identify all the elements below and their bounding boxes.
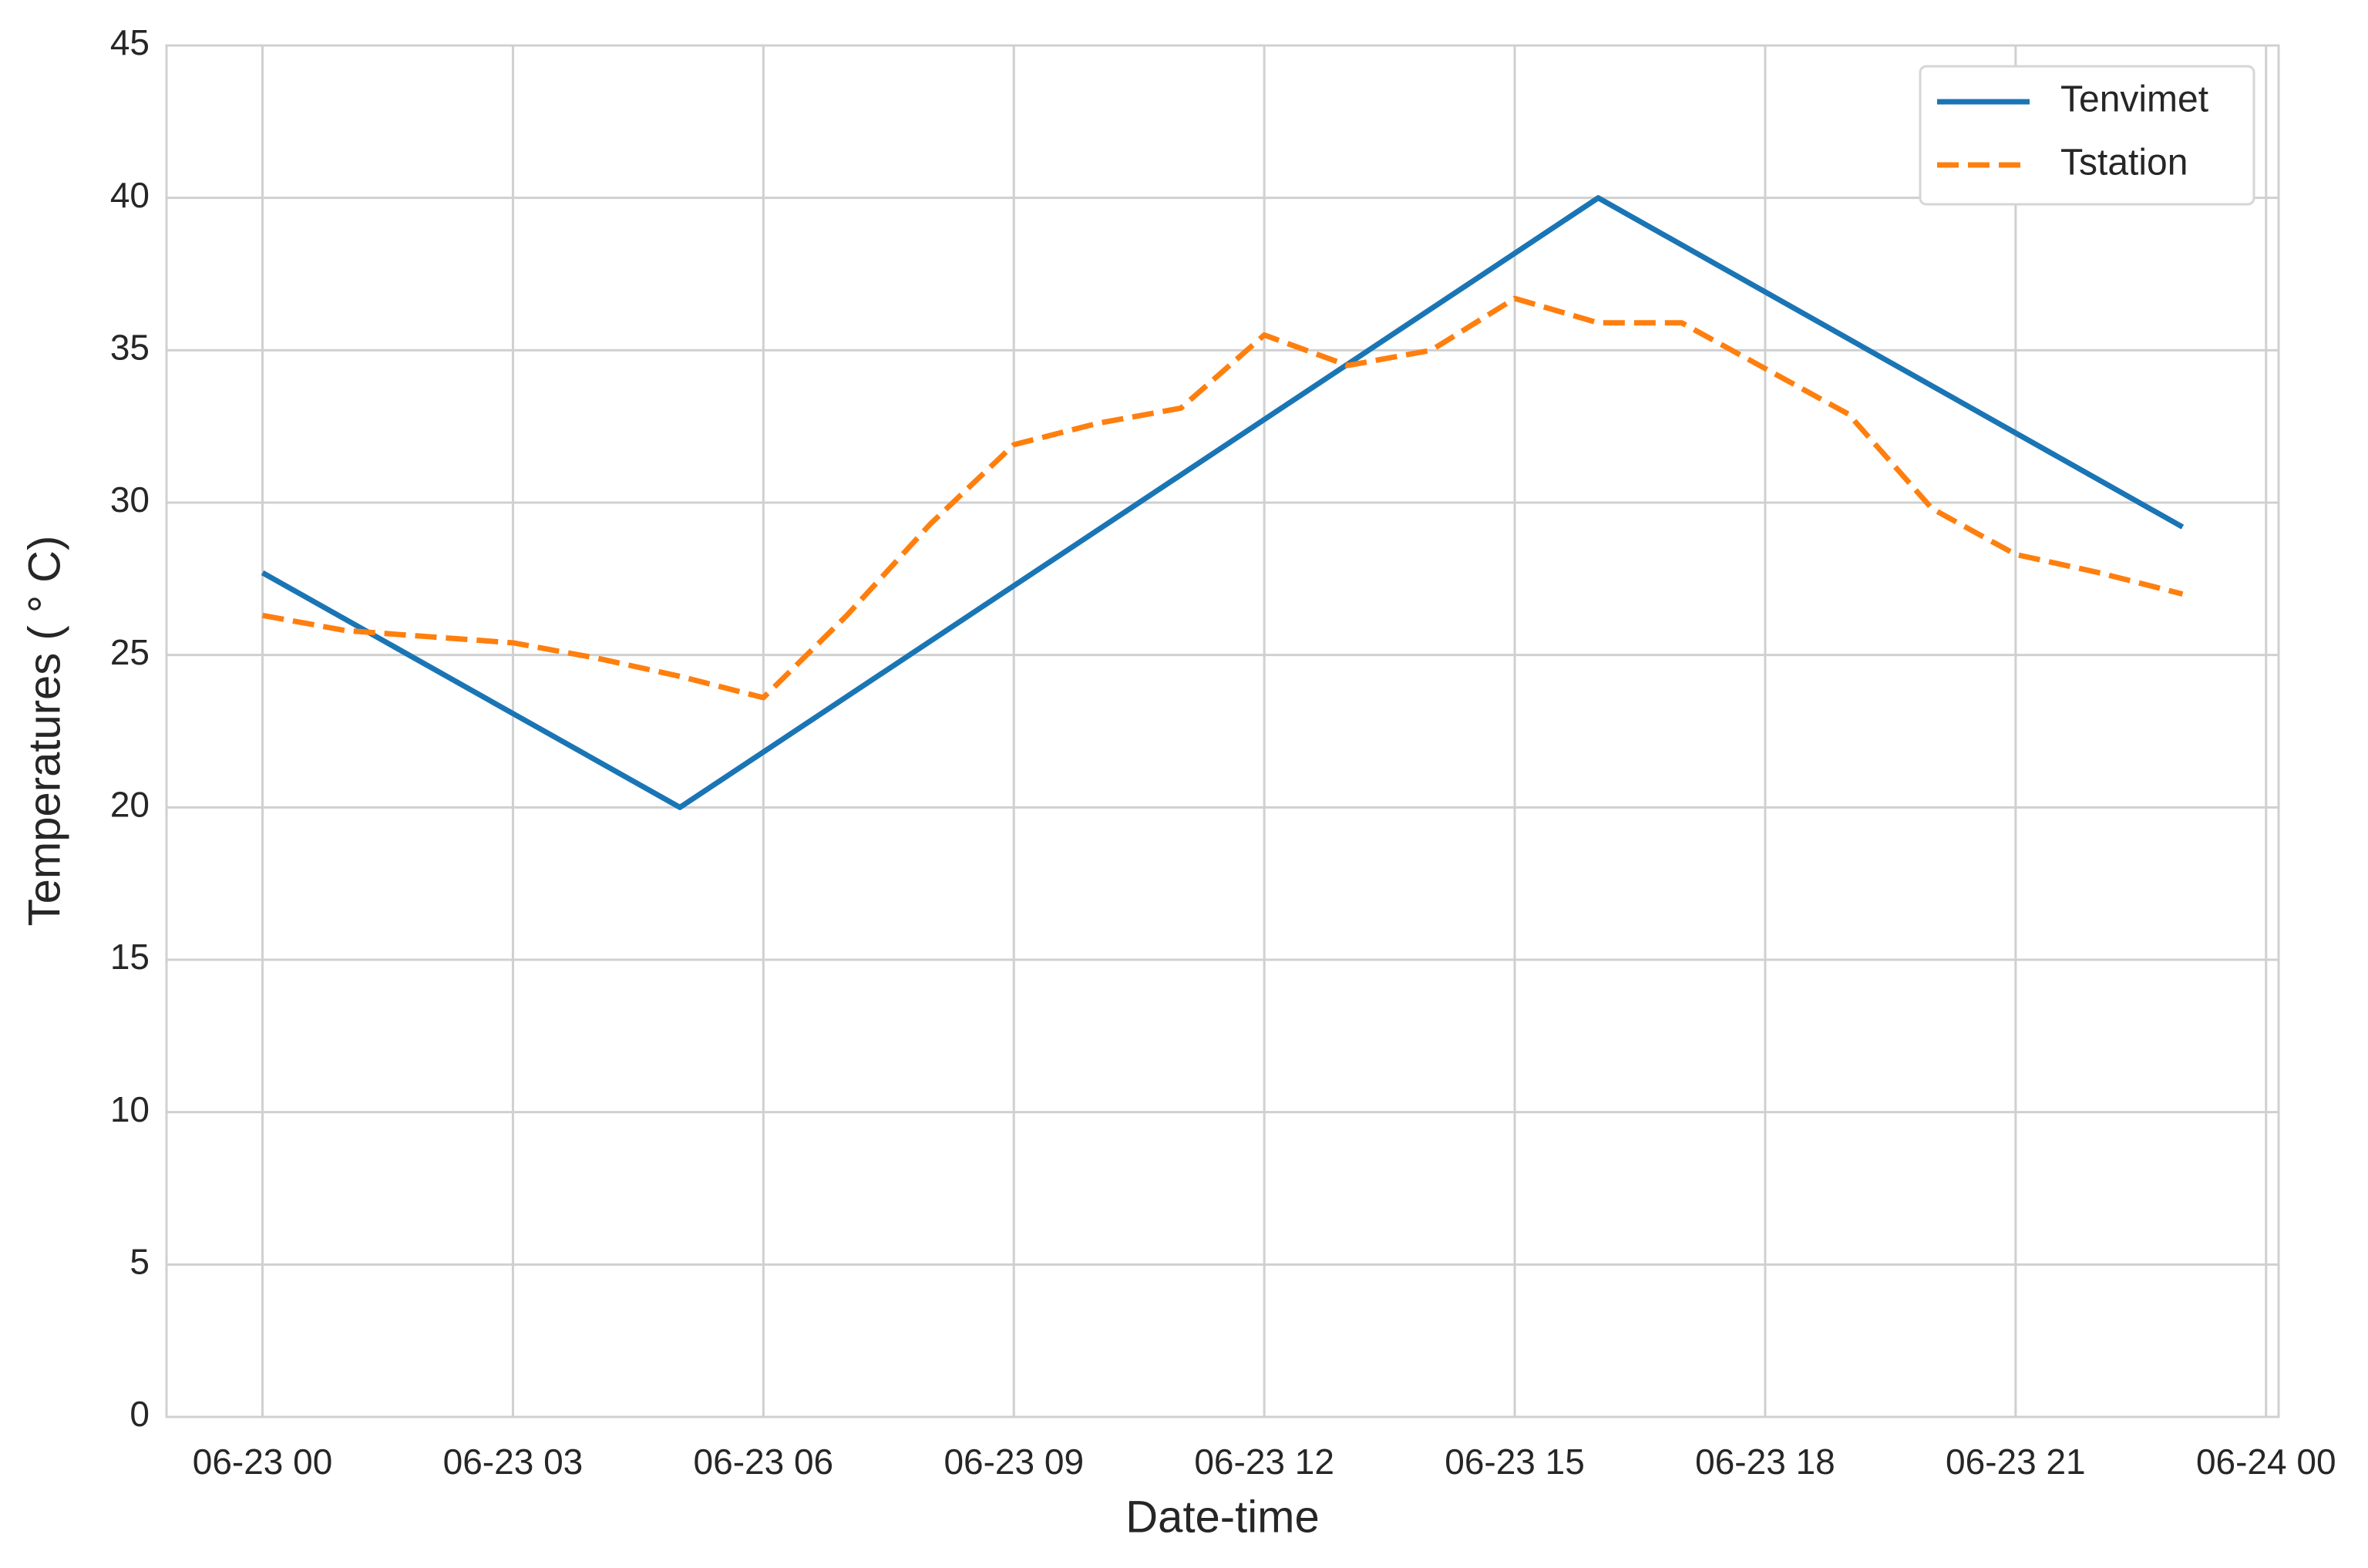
x-tick-label: 06-23 06 bbox=[694, 1442, 834, 1482]
x-tick-label: 06-23 15 bbox=[1445, 1442, 1585, 1482]
x-tick-label: 06-23 21 bbox=[1946, 1442, 2086, 1482]
x-tick-label: 06-23 00 bbox=[193, 1442, 333, 1482]
y-tick-label: 35 bbox=[110, 327, 150, 367]
y-tick-label: 30 bbox=[110, 479, 150, 520]
y-tick-label: 5 bbox=[130, 1241, 150, 1281]
x-tick-label: 06-23 12 bbox=[1194, 1442, 1334, 1482]
y-tick-label: 20 bbox=[110, 784, 150, 824]
x-axis-label: Date-time bbox=[1125, 1492, 1319, 1542]
y-axis-label: Temperatures ( ° C) bbox=[19, 536, 69, 927]
series-line bbox=[261, 195, 2185, 810]
y-tick-label: 25 bbox=[110, 632, 150, 672]
x-tick-label: 06-23 09 bbox=[944, 1442, 1084, 1482]
legend-label: Tenvimet bbox=[2060, 79, 2208, 120]
y-tick-label: 45 bbox=[110, 22, 150, 62]
y-tick-label: 40 bbox=[110, 175, 150, 215]
y-tick-label: 10 bbox=[110, 1089, 150, 1129]
y-tick-label: 0 bbox=[130, 1394, 150, 1434]
x-tick-label: 06-23 18 bbox=[1695, 1442, 1835, 1482]
legend-label: Tstation bbox=[2060, 143, 2188, 183]
x-tick-label: 06-24 00 bbox=[2196, 1442, 2336, 1482]
plot-frame bbox=[165, 44, 2280, 1418]
y-tick-label: 15 bbox=[110, 937, 150, 977]
series-line bbox=[261, 295, 2184, 701]
x-tick-label: 06-23 03 bbox=[443, 1442, 584, 1482]
